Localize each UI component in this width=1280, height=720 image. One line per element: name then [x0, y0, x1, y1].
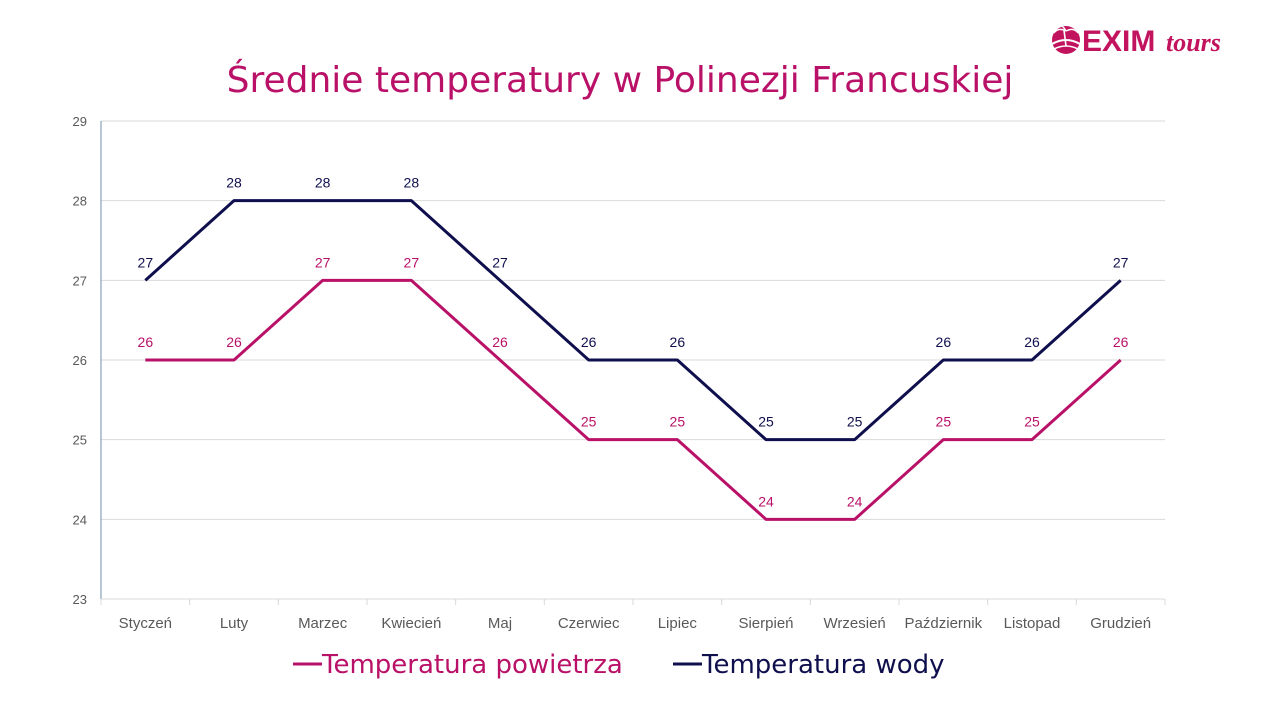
axes	[100, 121, 1166, 605]
x-tick-label: Lipiec	[658, 615, 698, 632]
series-line-water	[144, 199, 1122, 442]
data-label: 27	[1113, 254, 1129, 270]
logo-text-script: tours	[1166, 28, 1221, 57]
x-tick-label: Marzec	[298, 615, 348, 632]
x-tick-label: Sierpień	[738, 615, 793, 632]
data-label: 27	[404, 254, 420, 270]
data-label: 28	[226, 175, 242, 191]
y-tick-labels: 23 24 25 26 27 28 29	[73, 114, 87, 607]
data-label: 28	[315, 175, 331, 191]
y-tick-label: 24	[73, 512, 87, 527]
data-label: 26	[138, 334, 154, 350]
data-label: 26	[581, 334, 597, 350]
x-tick-labels: Styczeń Luty Marzec Kwiecień Maj Czerwiec Lipi…	[119, 615, 1151, 632]
x-tick-label: Styczeń	[119, 615, 172, 632]
data-label: 24	[758, 493, 774, 509]
data-label: 24	[847, 493, 863, 509]
data-label: 25	[847, 414, 863, 430]
data-label: 25	[936, 414, 952, 430]
data-label: 27	[138, 254, 154, 270]
data-label: 26	[226, 334, 242, 350]
data-label: 26	[936, 334, 952, 350]
y-tick-label: 23	[73, 592, 87, 607]
series-lines	[144, 199, 1122, 521]
chart-title: Średnie temperatury w Polinezji Francusk…	[227, 59, 1014, 101]
data-label: 25	[1024, 414, 1040, 430]
x-tick-label: Maj	[488, 615, 512, 632]
legend-label-water: Temperatura wody	[701, 650, 945, 680]
y-tick-label: 28	[73, 194, 87, 209]
data-label: 27	[492, 254, 508, 270]
series-line-air	[145, 278, 1122, 521]
x-tick-label: Luty	[220, 615, 249, 632]
x-tick-label: Październik	[905, 615, 983, 632]
data-labels: 26 26 27 27 26 25 25 24 24 25 25 26 27 28 28 28 27 26 26 25…	[138, 175, 1129, 510]
legend: Temperatura powietrza Temperatura wody	[293, 650, 945, 680]
data-label: 25	[581, 414, 597, 430]
x-tick-label: Grudzień	[1090, 615, 1151, 632]
logo-text-main: EXIM	[1082, 25, 1155, 58]
data-label: 26	[492, 334, 508, 350]
eximtours-logo: EXIM tours	[1051, 24, 1221, 58]
y-tick-label: 29	[73, 114, 87, 129]
x-tick-label: Kwiecień	[381, 615, 441, 632]
data-label: 27	[315, 254, 331, 270]
gridlines	[101, 120, 1165, 520]
data-label: 26	[670, 334, 686, 350]
x-tick-label: Wrzesień	[824, 615, 886, 632]
data-label: 28	[404, 175, 420, 191]
x-tick-label: Czerwiec	[558, 615, 620, 632]
y-tick-label: 26	[73, 353, 87, 368]
data-label: 26	[1024, 334, 1040, 350]
y-tick-label: 25	[73, 433, 87, 448]
y-tick-label: 27	[73, 273, 87, 288]
data-label: 26	[1113, 334, 1129, 350]
data-label: 25	[758, 414, 774, 430]
data-label: 25	[670, 414, 686, 430]
palm-sun-icon	[1051, 24, 1081, 54]
legend-label-air: Temperatura powietrza	[321, 650, 623, 680]
x-tick-label: Listopad	[1004, 615, 1061, 632]
